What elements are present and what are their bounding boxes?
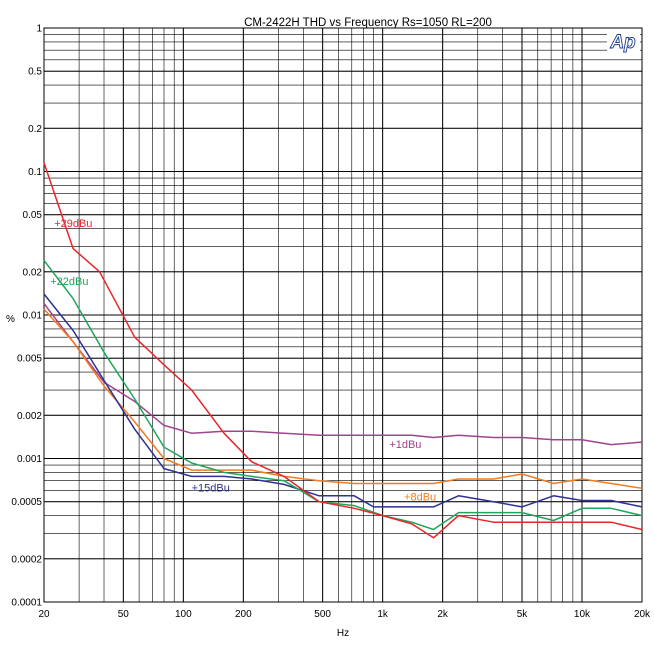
series-line xyxy=(43,259,643,531)
x-tick-label: 10k xyxy=(574,609,591,620)
y-axis-label: % xyxy=(6,314,15,325)
x-tick-label: 100 xyxy=(175,609,192,620)
y-tick-label: 0.0002 xyxy=(11,554,42,565)
series-line xyxy=(43,162,643,539)
x-tick-label: 1k xyxy=(377,609,389,620)
y-tick-label: 0.01 xyxy=(23,311,43,322)
y-tick-label: 0.2 xyxy=(28,124,42,135)
y-tick-label: 0.005 xyxy=(17,354,42,365)
y-tick-label: 0.1 xyxy=(28,167,42,178)
x-tick-label: 2k xyxy=(437,609,449,620)
series-layer xyxy=(43,162,643,539)
series-label: +1dBu xyxy=(389,439,421,451)
series-label: +29dBu xyxy=(54,218,92,230)
series-labels: +29dBu +22dBu +15dBu +8dBu +1dBu xyxy=(50,218,436,503)
ap-logo: Ap xyxy=(607,31,640,53)
x-tick-label: 500 xyxy=(314,609,331,620)
series-line xyxy=(43,308,643,490)
y-tick-label: 0.0005 xyxy=(11,497,42,508)
series-label: +22dBu xyxy=(50,276,88,288)
chart-title: CM-2422H THD vs Frequency Rs=1050 RL=200 xyxy=(244,17,492,29)
series-label: +8dBu xyxy=(404,491,436,503)
y-tick-label: 0.5 xyxy=(28,67,42,78)
plot-frame xyxy=(43,27,643,603)
y-tick-label: 0.02 xyxy=(23,267,43,278)
x-tick-label: 50 xyxy=(118,609,130,620)
y-tick-label: 0.002 xyxy=(17,411,42,422)
series-line xyxy=(43,293,643,508)
x-axis-label: Hz xyxy=(337,628,349,639)
tick-labels: 20 50 100 200 500 1k 2k 5k 10k 20k 1 0.5 0.2 0.1 0.05 0… xyxy=(11,24,651,621)
x-tick-label: 5k xyxy=(517,609,529,620)
y-tick-label: 1 xyxy=(36,24,42,35)
series-label: +15dBu xyxy=(192,482,230,494)
y-tick-label: 0.0001 xyxy=(11,598,42,609)
ap-logo-text: Ap xyxy=(609,32,635,53)
series-line xyxy=(43,303,643,446)
x-tick-label: 20k xyxy=(634,609,651,620)
y-tick-label: 0.001 xyxy=(17,454,42,465)
y-tick-label: 0.05 xyxy=(23,210,43,221)
x-tick-label: 20 xyxy=(38,609,50,620)
x-tick-label: 200 xyxy=(235,609,252,620)
